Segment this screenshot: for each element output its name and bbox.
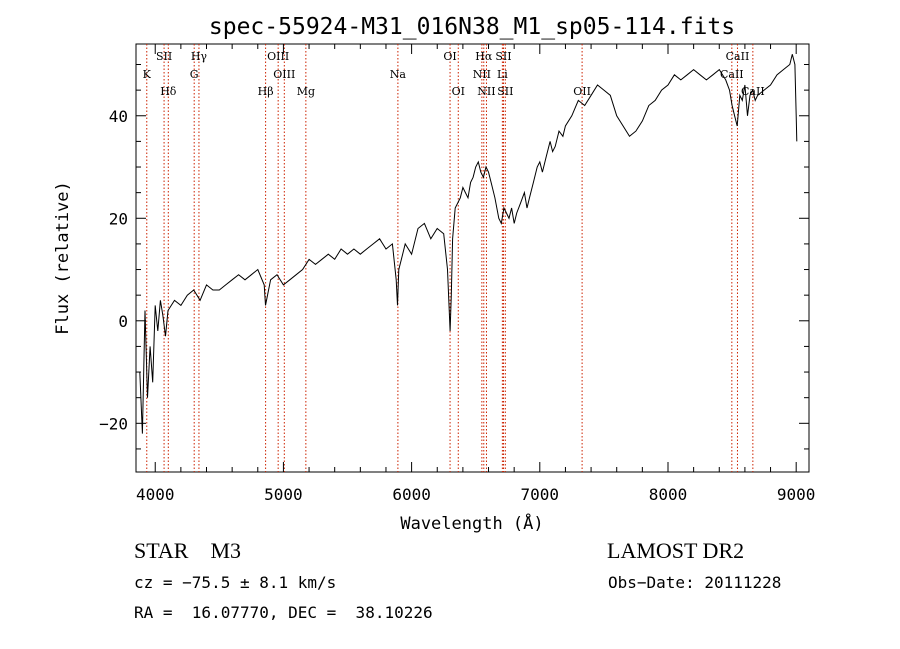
line-label-3: Hγ: [191, 50, 208, 63]
plot-frame: [135, 43, 810, 473]
spectrum-series-line: [139, 54, 798, 434]
y-tick-label: 20: [109, 209, 128, 228]
line-label-18: OII: [573, 85, 591, 98]
x-tick-label: 8000: [649, 485, 688, 504]
line-label-16: NII: [477, 85, 495, 98]
x-axis-label: Wavelength (Å): [400, 512, 543, 534]
y-tick-label: 40: [109, 107, 128, 126]
x-tick-label: 7000: [521, 485, 560, 504]
chart-title: spec-55924-M31_016N38_M1_sp05-114.fits: [209, 14, 735, 40]
spectral-line-markers: [146, 44, 754, 472]
class-label: STAR: [134, 538, 189, 563]
line-label-15: Li: [497, 68, 508, 81]
line-label-8: Mg: [297, 85, 315, 98]
line-label-13: SII: [495, 50, 511, 63]
line-label-11: OI: [452, 85, 465, 98]
y-tick-label: 0: [118, 312, 128, 331]
line-label-7: Hβ: [258, 85, 274, 98]
y-tick-label: −20: [99, 414, 128, 433]
line-label-1: SII: [156, 50, 172, 63]
y-axis-label: Flux (relative): [53, 181, 73, 335]
line-label-10: OI: [443, 50, 456, 63]
obs-date-readout: Obs−Date: 20111228: [608, 573, 782, 592]
axis-ticks: [136, 44, 809, 472]
object-class: STAR M3: [134, 538, 241, 564]
x-tick-label: 4000: [136, 485, 175, 504]
subclass-label: M3: [210, 538, 242, 563]
line-label-6: OIII: [273, 68, 295, 81]
line-label-17: SII: [497, 85, 513, 98]
x-tick-label: 6000: [392, 485, 431, 504]
line-label-5: OIII: [267, 50, 289, 63]
x-tick-label: 5000: [264, 485, 303, 504]
redshift-readout: cz = −75.5 ± 8.1 km/s: [134, 573, 337, 592]
line-label-19: CaII: [726, 50, 750, 63]
line-label-0: K: [143, 68, 152, 81]
line-label-4: G: [190, 68, 199, 81]
line-label-14: NII: [473, 68, 491, 81]
line-label-9: Na: [390, 68, 407, 81]
line-label-12: Hα: [475, 50, 493, 63]
coordinates-readout: RA = 16.07770, DEC = 38.10226: [134, 603, 433, 622]
line-label-2: Hδ: [160, 85, 177, 98]
axis-tick-labels: 4000 5000 6000 7000 8000 9000 −20 0 20 40: [99, 107, 815, 504]
survey-label: LAMOST DR2: [607, 538, 745, 563]
line-label-20: CaII: [720, 68, 744, 81]
x-tick-label: 9000: [777, 485, 816, 504]
